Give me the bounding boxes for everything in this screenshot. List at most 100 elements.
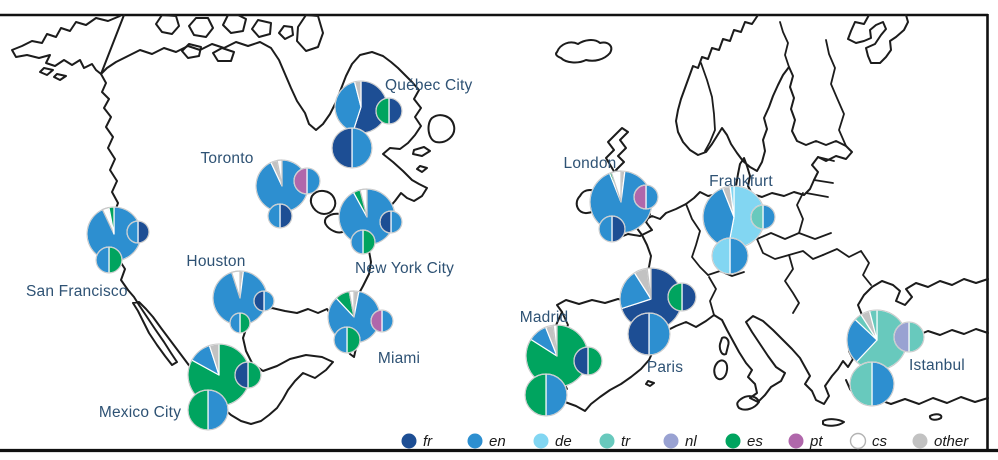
city-new-york-city (338, 188, 403, 255)
eu-iceland (555, 39, 613, 64)
pie-istanbul-right (893, 321, 925, 353)
city-toronto (255, 159, 321, 229)
legend-item-fr: fr (401, 433, 433, 450)
city-label-new-york-city: New York City (355, 260, 454, 277)
pie-paris-main (619, 267, 683, 331)
pie-rim (627, 312, 671, 356)
pie-miami-main (327, 290, 381, 344)
pie-houston-main (212, 270, 268, 326)
pie-rim (633, 184, 659, 210)
pie-istanbul-bottom (849, 361, 895, 407)
pie-london-right (633, 184, 659, 210)
pie-rim (95, 246, 123, 274)
pie-rim (849, 361, 895, 407)
pie-frankfurt-right (750, 204, 776, 230)
eu-white-sea (847, 14, 909, 64)
pie-qu-bec-city-right (375, 97, 403, 125)
legend-item-es: es (725, 433, 763, 450)
legend-label-de: de (555, 433, 572, 450)
pie-rim (750, 204, 776, 230)
pie-paris-right (667, 282, 697, 312)
pie-rim (573, 346, 603, 376)
city-label-london: London (564, 155, 617, 172)
legend-swatch-other (912, 433, 928, 449)
legend-label-other: other (934, 433, 969, 450)
en-slice (871, 361, 895, 407)
pie-rim (126, 220, 150, 244)
city-london (589, 170, 659, 243)
city-qu-bec-city (331, 80, 403, 169)
es-slice (187, 389, 209, 431)
city-label-miami: Miami (378, 350, 420, 367)
pie-houston-right (253, 290, 275, 312)
pie-madrid-bottom (524, 373, 568, 417)
legend-swatch-tr (599, 433, 615, 449)
legend-label-en: en (489, 433, 506, 450)
city-miami (327, 290, 394, 354)
pie-rim (253, 290, 275, 312)
city-paris (619, 267, 697, 356)
fr-slice (388, 97, 403, 125)
pie-rim (711, 237, 749, 275)
city-label-qu-bec-city: Québec City (385, 77, 473, 94)
pie-new-york-city-bottom (350, 229, 376, 255)
en-slice (306, 167, 321, 195)
city-labels-layer: Québec City Toronto San Francisco Houston Ne… (26, 77, 965, 421)
pie-rim (379, 210, 403, 234)
pie-rim (350, 229, 376, 255)
legend: fr en de tr nl es pt cs other (401, 432, 969, 450)
pie-frankfurt-bottom (711, 237, 749, 275)
en-slice (351, 127, 373, 169)
fr-slice (681, 282, 697, 312)
pie-rim (229, 312, 251, 334)
na-alaska-coast (11, 15, 121, 75)
city-label-houston: Houston (186, 253, 245, 270)
pie-san-francisco-bottom (95, 246, 123, 274)
pie-madrid-right (573, 346, 603, 376)
en-slice (390, 210, 403, 234)
pie-san-francisco-right (126, 220, 150, 244)
es-slice (524, 373, 547, 417)
city-label-madrid: Madrid (520, 309, 569, 326)
na-alaska-border (100, 14, 125, 75)
legend-item-cs: cs (849, 432, 888, 450)
legend-swatch-en (467, 433, 483, 449)
legend-label-pt: pt (809, 433, 823, 450)
na-atlantic-islands (412, 114, 456, 173)
pie-london-bottom (598, 215, 626, 243)
en-slice (762, 204, 776, 230)
pie-mexico-city-bottom (187, 389, 229, 431)
tr-slice (908, 321, 925, 353)
pie-paris-bottom (627, 312, 671, 356)
legend-swatch-pt (788, 433, 804, 449)
pie-rim (667, 282, 697, 312)
pie-rim (331, 127, 373, 169)
legend-label-nl: nl (685, 433, 697, 450)
fr-slice (331, 127, 353, 169)
legend-item-de: de (533, 433, 572, 450)
city-label-san-francisco: San Francisco (26, 283, 128, 300)
city-mexico-city (187, 343, 262, 431)
pie-miami-right (370, 309, 394, 333)
fr-slice (137, 220, 150, 244)
pie-rim (234, 361, 262, 389)
pie-rim (598, 215, 626, 243)
legend-swatch-cs (849, 432, 867, 450)
legend-label-tr: tr (621, 433, 631, 450)
eu-britain (605, 127, 653, 239)
pie-qu-bec-city-bottom (331, 127, 373, 169)
city-san-francisco (86, 206, 150, 274)
na-aleutian-islands (39, 67, 67, 81)
eu-mediterranean-islands (645, 336, 943, 427)
city-label-istanbul: Istanbul (909, 357, 965, 374)
es-slice (587, 346, 603, 376)
city-frankfurt (702, 185, 776, 275)
tr-slice (849, 361, 873, 407)
legend-swatch-nl (663, 433, 679, 449)
legend-swatch-fr (401, 433, 417, 449)
pie-miami-bottom (333, 326, 361, 354)
pie-new-york-city-right (379, 210, 403, 234)
city-madrid (524, 324, 603, 417)
pie-rim (293, 167, 321, 195)
